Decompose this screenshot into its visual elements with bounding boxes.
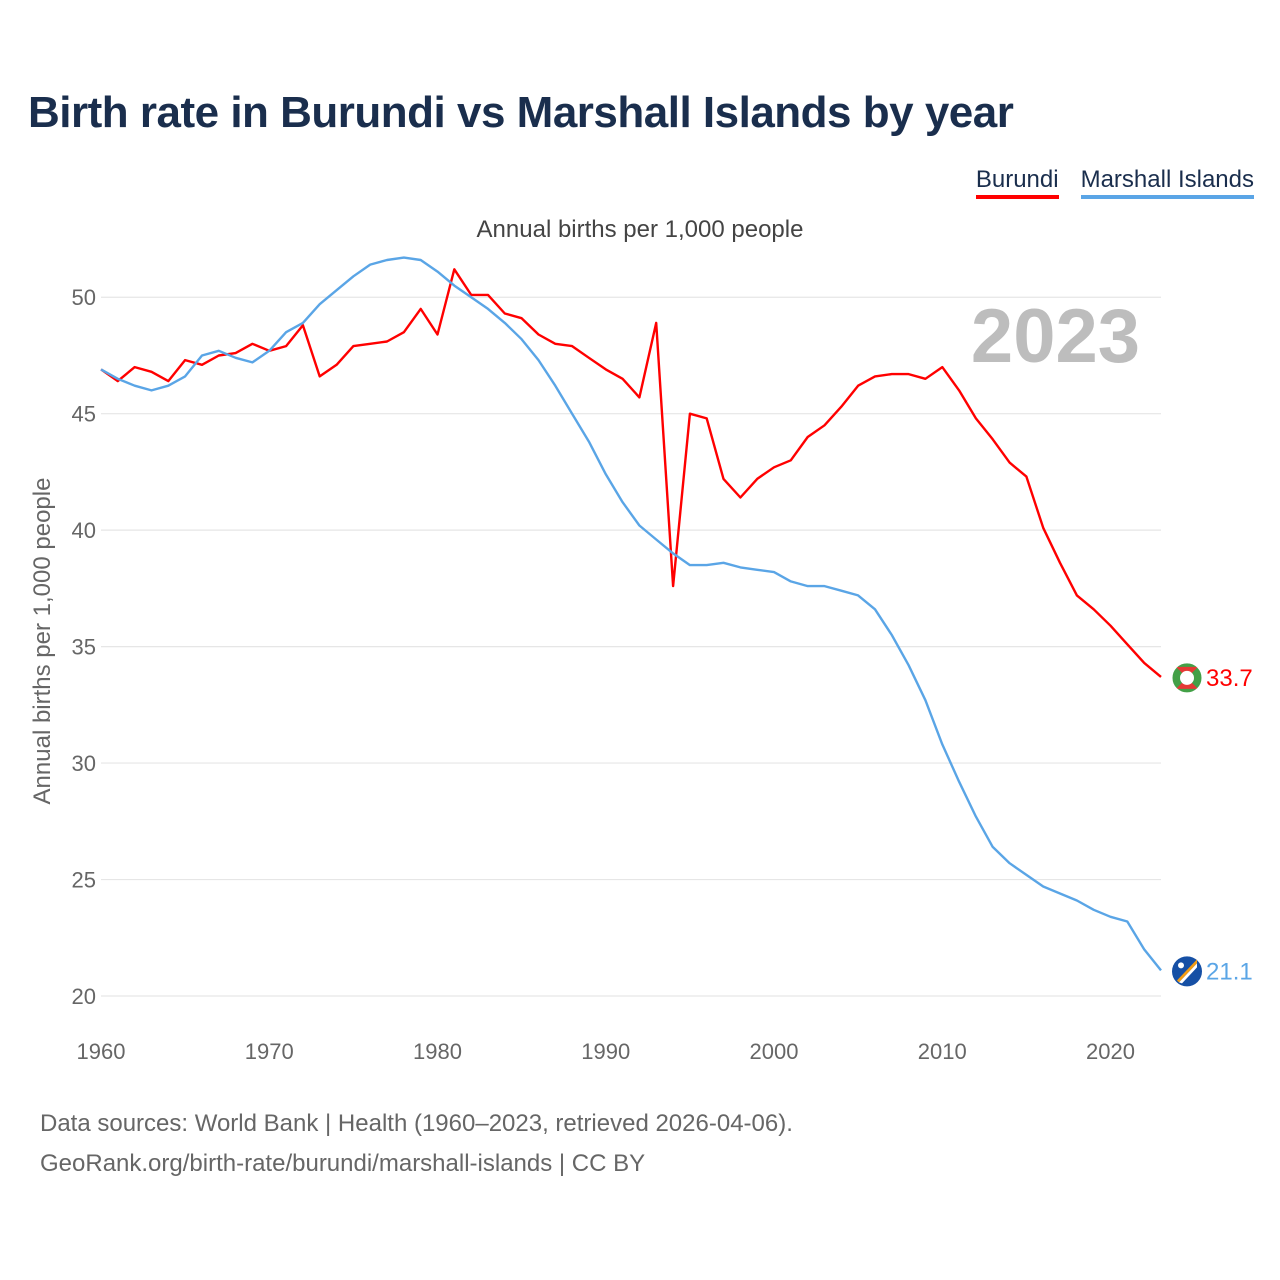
x-tick-label-2000: 2000 [750, 1039, 799, 1064]
end-value-label-burundi: 33.7 [1206, 665, 1253, 692]
x-tick-label-1960: 1960 [77, 1039, 126, 1064]
flag-icon-marshall-islands [1172, 956, 1202, 987]
gridlines [101, 296, 1161, 997]
y-axis-ticks: 20 25 30 35 40 45 50 [72, 285, 96, 1009]
y-tick-label-35: 35 [72, 635, 96, 660]
flag-icon-burundi [1171, 662, 1203, 694]
x-axis-ticks: 1960 1970 1980 1990 2000 2010 2020 [77, 1039, 1135, 1064]
flag-star [1178, 962, 1184, 969]
x-tick-label-2010: 2010 [918, 1039, 967, 1064]
x-tick-label-1980: 1980 [413, 1039, 462, 1064]
flag-white-ray [1179, 963, 1197, 984]
footer: Data sources: World Bank | Health (1960–… [40, 1104, 793, 1184]
footer-sources: Data sources: World Bank | Health (1960–… [40, 1110, 793, 1137]
x-tick-label-1990: 1990 [581, 1039, 630, 1064]
legend-item-burundi[interactable]: Burundi [975, 166, 1059, 199]
y-tick-label-50: 50 [72, 285, 96, 310]
year-overlay: 2023 [971, 294, 1140, 379]
footer-link[interactable]: GeoRank.org/birth-rate/burundi/marshall-… [40, 1150, 646, 1177]
flag-ring [1171, 662, 1203, 694]
y-axis-label: Annual births per 1,000 people [29, 478, 56, 805]
legend: Burundi Marshall Islands [975, 166, 1254, 199]
flag-orange-ray [1177, 959, 1197, 983]
legend-item-marshall-islands[interactable]: Marshall Islands [1080, 166, 1254, 199]
y-tick-label-45: 45 [72, 402, 96, 427]
chart-subtitle: Annual births per 1,000 people [476, 216, 804, 243]
series-line-burundi [100, 268, 1162, 678]
series-end-markers: 33.7 21.1 [1171, 662, 1253, 987]
x-tick-label-2020: 2020 [1086, 1039, 1135, 1064]
y-tick-label-40: 40 [72, 518, 96, 543]
flag-disc [1180, 670, 1194, 685]
chart-title: Birth rate in Burundi vs Marshall Island… [28, 88, 1014, 137]
end-value-label-marshall-islands: 21.1 [1206, 958, 1253, 985]
x-tick-label-1970: 1970 [245, 1039, 294, 1064]
y-tick-label-20: 20 [72, 984, 96, 1009]
y-tick-label-30: 30 [72, 751, 96, 776]
y-tick-label-25: 25 [72, 868, 96, 893]
series-lines [100, 256, 1162, 972]
series-line-marshall-islands [100, 256, 1162, 972]
